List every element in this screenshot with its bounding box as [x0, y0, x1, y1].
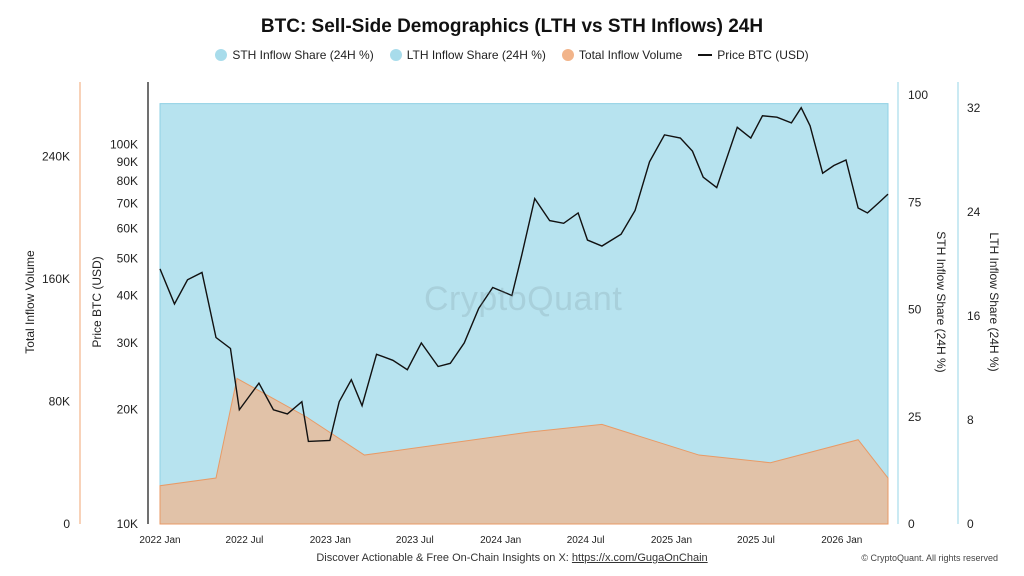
price-axis-label: Price BTC (USD): [90, 256, 104, 347]
legend-swatch-sth: [215, 49, 228, 61]
price-tick-label: 50K: [117, 252, 138, 266]
lth-share-tick-label: 24: [967, 205, 981, 219]
price-tick-label: 70K: [117, 196, 138, 210]
price-tick-label: 90K: [117, 155, 138, 169]
x-tick-label: 2022 Jul: [226, 535, 264, 546]
price-tick-label: 20K: [117, 403, 138, 417]
legend-item-price[interactable]: Price BTC (USD): [698, 48, 809, 62]
footer-link[interactable]: https://x.com/GugaOnChain: [571, 552, 708, 564]
footer-text: Discover Actionable & Free On-Chain Insi…: [316, 552, 572, 564]
sth-share-tick-label: 0: [908, 517, 915, 531]
sth-share-tick-label: 75: [908, 195, 922, 209]
total-inflow-tick-label: 160K: [42, 272, 70, 286]
total-inflow-volume-area: [159, 377, 889, 525]
sth-share-tick-label: 25: [908, 410, 922, 424]
legend-label-sth: STH Inflow Share (24H %): [232, 48, 374, 62]
price-tick-label: 30K: [117, 336, 138, 350]
x-tick-label: 2023 Jan: [310, 535, 351, 546]
legend: STH Inflow Share (24H %) LTH Inflow Shar…: [0, 48, 1024, 62]
total-inflow-axis-label: Total Inflow Volume: [23, 250, 37, 354]
total-inflow-tick-label: 0: [63, 517, 70, 531]
x-tick-label: 2026 Jan: [821, 535, 862, 546]
legend-label-lth: LTH Inflow Share (24H %): [406, 48, 546, 62]
lth-share-tick-label: 8: [967, 413, 974, 427]
lth-share-tick-label: 0: [967, 517, 974, 531]
lth-share-tick-label: 16: [967, 309, 981, 323]
x-tick-label: 2025 Jan: [651, 535, 692, 546]
legend-label-price: Price BTC (USD): [717, 48, 809, 62]
copyright: © CryptoQuant. All rights reserved: [861, 553, 998, 563]
x-tick-label: 2022 Jan: [139, 535, 180, 546]
lth-share-axis-label: LTH Inflow Share (24H %): [987, 232, 1001, 371]
lth-share-tick-label: 32: [967, 101, 981, 115]
chart-title: BTC: Sell-Side Demographics (LTH vs STH …: [260, 16, 764, 37]
total-inflow-tick-label: 80K: [49, 394, 70, 408]
price-tick-label: 10K: [117, 517, 138, 531]
legend-item-lth[interactable]: LTH Inflow Share (24H %): [389, 48, 546, 62]
x-tick-label: 2024 Jul: [567, 535, 605, 546]
price-btc-line: [159, 106, 889, 443]
legend-swatch-price: [698, 54, 713, 56]
legend-item-total-inflow[interactable]: Total Inflow Volume: [561, 48, 683, 62]
legend-label-total-inflow: Total Inflow Volume: [578, 48, 683, 62]
footer: Discover Actionable & Free On-Chain Insi…: [0, 552, 1024, 564]
price-tick-label: 100K: [110, 137, 138, 151]
sth-share-tick-label: 100: [908, 88, 928, 102]
x-tick-label: 2025 Jul: [737, 535, 775, 546]
total-inflow-tick-label: 240K: [42, 149, 70, 163]
x-tick-label: 2023 Jul: [396, 535, 434, 546]
legend-swatch-lth: [389, 49, 402, 61]
legend-swatch-total-inflow: [561, 49, 574, 61]
legend-item-sth[interactable]: STH Inflow Share (24H %): [215, 48, 374, 62]
sth-share-axis-label: STH Inflow Share (24H %): [934, 231, 948, 372]
price-tick-label: 80K: [117, 174, 138, 188]
price-tick-label: 60K: [117, 222, 138, 236]
sth-share-tick-label: 50: [908, 303, 922, 317]
watermark: CryptoQuant: [424, 280, 623, 318]
x-tick-label: 2024 Jan: [480, 535, 521, 546]
price-tick-label: 40K: [117, 288, 138, 302]
